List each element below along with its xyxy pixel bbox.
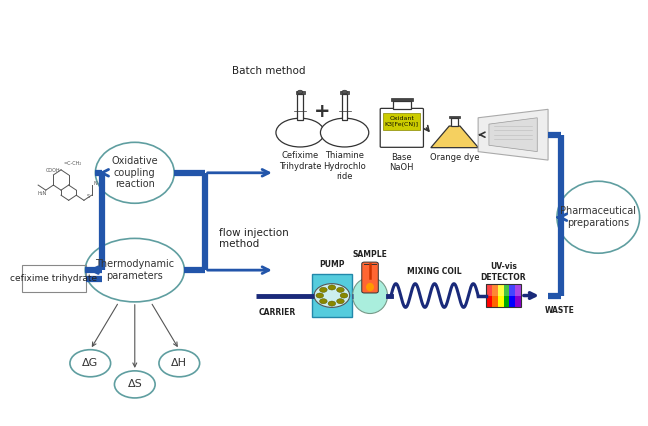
FancyBboxPatch shape (498, 284, 503, 307)
FancyBboxPatch shape (503, 284, 509, 296)
Text: Oxidant
K3[Fe(CN)]: Oxidant K3[Fe(CN)] (385, 116, 419, 127)
Ellipse shape (342, 90, 347, 94)
Text: PUMP: PUMP (319, 260, 345, 269)
FancyBboxPatch shape (492, 284, 498, 296)
Text: Oxidative
coupling
reaction: Oxidative coupling reaction (111, 156, 158, 190)
Circle shape (314, 284, 350, 308)
FancyBboxPatch shape (492, 284, 498, 307)
FancyBboxPatch shape (509, 284, 515, 296)
Text: ΔS: ΔS (128, 380, 142, 389)
Text: flow injection
method: flow injection method (219, 227, 288, 249)
Circle shape (319, 287, 327, 292)
Text: N: N (93, 181, 97, 186)
Text: ΔH: ΔH (171, 358, 187, 368)
Text: Orange dye: Orange dye (430, 153, 480, 162)
Polygon shape (431, 126, 478, 148)
Text: CARRIER: CARRIER (259, 308, 296, 317)
Text: Thermodynamic
parameters: Thermodynamic parameters (95, 259, 174, 281)
FancyBboxPatch shape (340, 92, 349, 95)
Text: ΔG: ΔG (82, 358, 98, 368)
FancyBboxPatch shape (509, 284, 515, 307)
FancyBboxPatch shape (362, 262, 378, 293)
Text: WASTE: WASTE (545, 306, 575, 315)
FancyBboxPatch shape (384, 113, 421, 130)
FancyBboxPatch shape (380, 108, 423, 147)
Ellipse shape (276, 118, 324, 147)
Text: MIXING COIL: MIXING COIL (407, 268, 462, 276)
Text: H₂N: H₂N (38, 191, 47, 196)
FancyBboxPatch shape (297, 95, 303, 120)
FancyBboxPatch shape (295, 92, 305, 95)
Text: UV-vis
DETECTOR: UV-vis DETECTOR (481, 262, 526, 282)
Text: =C-CH₂: =C-CH₂ (64, 161, 82, 166)
Circle shape (340, 293, 348, 298)
FancyBboxPatch shape (449, 116, 460, 118)
FancyBboxPatch shape (312, 274, 353, 317)
Polygon shape (489, 118, 537, 152)
Circle shape (328, 285, 336, 290)
Text: SAMPLE: SAMPLE (353, 250, 388, 259)
Text: S: S (86, 194, 89, 199)
Ellipse shape (297, 90, 303, 94)
FancyBboxPatch shape (503, 284, 509, 307)
FancyBboxPatch shape (391, 98, 413, 101)
FancyBboxPatch shape (341, 95, 347, 120)
Ellipse shape (321, 118, 369, 147)
Text: Batch method: Batch method (232, 66, 306, 76)
Circle shape (316, 293, 323, 298)
FancyBboxPatch shape (393, 101, 411, 109)
Circle shape (328, 301, 336, 306)
FancyBboxPatch shape (486, 284, 492, 307)
Text: Thiamine
Hydrochlo
ride: Thiamine Hydrochlo ride (323, 151, 366, 181)
Circle shape (336, 287, 344, 292)
Text: Pharmaceutical
preparations: Pharmaceutical preparations (561, 207, 636, 228)
Text: COOH: COOH (46, 168, 61, 173)
FancyBboxPatch shape (486, 284, 492, 296)
FancyBboxPatch shape (515, 284, 521, 296)
Text: cefixime trihydrate: cefixime trihydrate (10, 274, 98, 283)
Ellipse shape (353, 278, 388, 314)
Text: Cefixime
Trihydrate: Cefixime Trihydrate (279, 151, 321, 170)
Text: +: + (314, 102, 330, 121)
Text: Base
NaOH: Base NaOH (389, 153, 414, 172)
Ellipse shape (366, 283, 374, 291)
FancyBboxPatch shape (451, 118, 458, 126)
Polygon shape (478, 109, 548, 160)
FancyBboxPatch shape (515, 284, 521, 307)
Circle shape (319, 299, 327, 304)
FancyBboxPatch shape (498, 284, 503, 296)
Circle shape (336, 299, 344, 304)
